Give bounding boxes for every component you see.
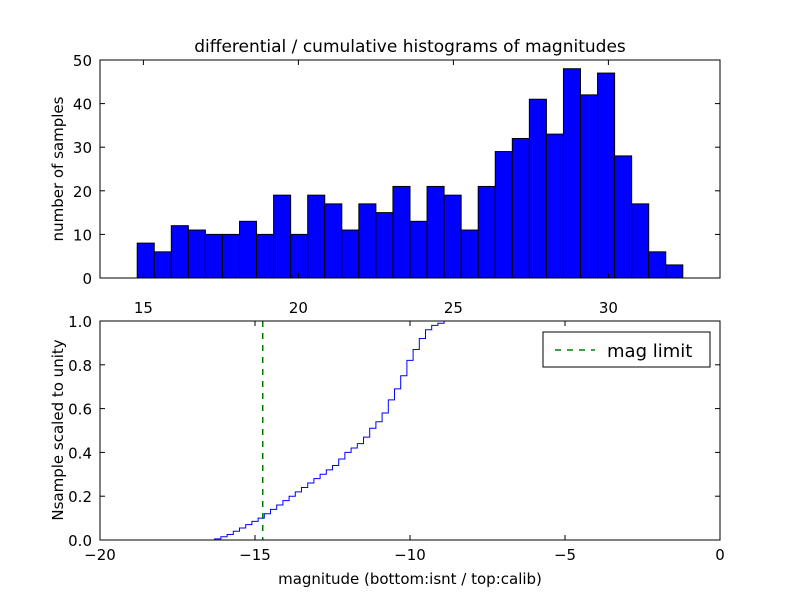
histogram-bar — [256, 233, 275, 279]
legend: mag limit — [542, 331, 711, 368]
histogram-bar — [511, 137, 530, 279]
top-axes-frame — [99, 59, 721, 279]
histogram-bar — [443, 194, 462, 279]
histogram-bar — [204, 233, 223, 279]
histogram-bar — [341, 229, 360, 279]
histogram-bar — [631, 203, 650, 279]
bottom-x-axis-label: magnitude (bottom:isnt / top:calib) — [278, 570, 542, 588]
x-tick-label: 20 — [289, 299, 308, 317]
histogram-bar — [597, 72, 616, 279]
y-tick-label: 10 — [73, 226, 92, 244]
x-tick-label: 0 — [715, 546, 725, 564]
y-tick-label: 0.8 — [68, 357, 92, 375]
histogram-bar — [426, 185, 445, 279]
x-tick-label: 30 — [599, 299, 618, 317]
cumulative-histogram-panel: 0.0 0.2 0.4 0.6 0.8 1.0 −20 −15 −10 −5 0 magnitud… — [49, 313, 725, 588]
x-tick-label: −20 — [84, 546, 116, 564]
histogram-bar — [494, 151, 513, 279]
histogram-bar — [614, 155, 633, 279]
bottom-y-ticks: 0.0 0.2 0.4 0.6 0.8 1.0 — [68, 313, 720, 550]
cumulative-step-line — [100, 320, 720, 541]
chart-title: differential / cumulative histograms of … — [194, 37, 626, 57]
histogram-bar — [153, 251, 172, 279]
histogram-bar — [375, 212, 394, 279]
histogram-bar — [239, 220, 258, 279]
histogram-bar — [136, 242, 155, 279]
cumulative-plot-lines — [100, 320, 720, 541]
histogram-bar — [358, 203, 377, 279]
legend-label-mag-limit: mag limit — [607, 341, 692, 362]
histogram-bar — [665, 264, 684, 279]
histogram-bar — [392, 185, 411, 279]
histogram-bar — [562, 68, 582, 279]
histogram-bar — [273, 194, 292, 279]
histogram-bar — [648, 251, 667, 279]
x-tick-label: 15 — [134, 299, 153, 317]
histogram-bar — [460, 229, 479, 279]
histogram-bar — [580, 94, 599, 279]
top-y-ticks: 0 10 20 30 40 50 — [73, 52, 720, 288]
y-tick-label: 50 — [73, 52, 92, 70]
x-tick-label: 25 — [444, 299, 463, 317]
top-x-ticks: 15 20 25 30 — [134, 60, 618, 317]
x-tick-label: −5 — [554, 546, 576, 564]
x-tick-label: −15 — [239, 546, 271, 564]
y-tick-label: 0.6 — [68, 401, 92, 419]
histogram-bars — [136, 68, 684, 279]
x-tick-label: −10 — [394, 546, 426, 564]
y-tick-label: 0.0 — [68, 532, 92, 550]
histogram-bar — [324, 203, 343, 279]
y-tick-label: 0.2 — [68, 488, 92, 506]
y-tick-label: 40 — [73, 96, 92, 114]
y-tick-label: 1.0 — [68, 313, 92, 331]
histogram-bar — [545, 133, 564, 279]
histogram-bar — [187, 229, 206, 279]
bottom-y-axis-label: Nsample scaled to unity — [49, 339, 67, 520]
histogram-bar — [528, 98, 547, 279]
differential-histogram-panel: differential / cumulative histograms of … — [49, 37, 721, 317]
top-y-axis-label: number of samples — [49, 96, 67, 241]
y-tick-label: 20 — [73, 183, 92, 201]
y-tick-label: 30 — [73, 139, 92, 157]
histogram-bar — [221, 233, 240, 279]
histogram-bar — [170, 225, 189, 279]
histogram-bar — [290, 233, 309, 279]
histogram-bar — [477, 185, 496, 279]
y-tick-label: 0 — [82, 270, 92, 288]
bottom-x-ticks: −20 −15 −10 −5 0 — [84, 321, 725, 564]
histogram-bar — [307, 194, 326, 279]
y-tick-label: 0.4 — [68, 444, 92, 462]
histogram-bar — [409, 220, 428, 279]
